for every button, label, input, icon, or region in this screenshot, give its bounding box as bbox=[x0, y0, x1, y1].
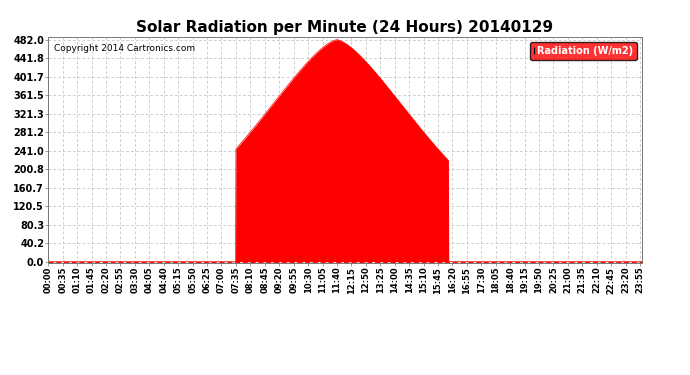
Legend: Radiation (W/m2): Radiation (W/m2) bbox=[530, 42, 637, 60]
Text: Copyright 2014 Cartronics.com: Copyright 2014 Cartronics.com bbox=[55, 44, 195, 53]
Title: Solar Radiation per Minute (24 Hours) 20140129: Solar Radiation per Minute (24 Hours) 20… bbox=[137, 20, 553, 35]
